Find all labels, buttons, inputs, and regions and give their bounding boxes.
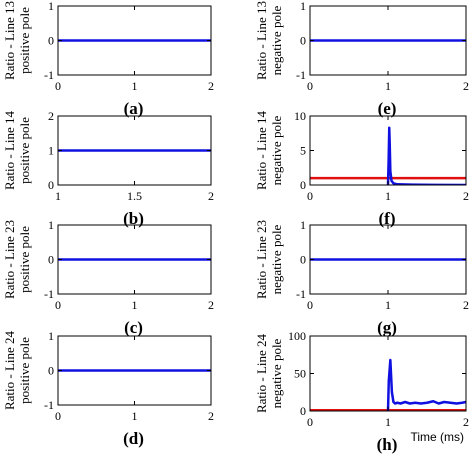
x-tick-label: 0 bbox=[55, 79, 61, 93]
y-axis-label: Ratio - Line 23 bbox=[2, 220, 17, 299]
y-axis-label: Ratio - Line 14 bbox=[2, 110, 17, 190]
y-tick-label: 1 bbox=[48, 144, 54, 158]
y-tick-label: 0 bbox=[48, 253, 54, 267]
panel-label: (b) bbox=[123, 209, 144, 228]
panel-label: (e) bbox=[378, 99, 397, 118]
y-tick-label: 50 bbox=[294, 367, 306, 381]
y-axis-label: Ratio - Line 14 bbox=[254, 110, 269, 190]
y-axis-label: Ratio - Line 13 bbox=[254, 1, 269, 80]
y-tick-label: 0 bbox=[300, 178, 306, 192]
y-axis-label: negative pole bbox=[269, 5, 284, 75]
y-tick-label: 10 bbox=[294, 109, 306, 123]
x-tick-label: 0 bbox=[307, 415, 313, 429]
y-axis-label: Ratio - Line 23 bbox=[254, 220, 269, 299]
x-tick-label: 2 bbox=[463, 415, 469, 429]
x-tick-label: 0 bbox=[307, 79, 313, 93]
y-tick-label: 0 bbox=[300, 253, 306, 267]
y-axis-label: positive pole bbox=[17, 117, 32, 184]
x-tick-label: 1 bbox=[132, 409, 138, 423]
x-tick-label: 2 bbox=[463, 79, 469, 93]
y-tick-label: -1 bbox=[296, 287, 306, 301]
y-tick-label: 0 bbox=[300, 34, 306, 48]
panel-label: (c) bbox=[124, 318, 143, 337]
x-tick-label: 0 bbox=[307, 189, 313, 203]
y-axis-label: positive pole bbox=[17, 226, 32, 293]
y-axis-label: negative pole bbox=[269, 115, 284, 185]
y-axis-label: Ratio - Line 13 bbox=[2, 1, 17, 80]
panel-label: (g) bbox=[377, 318, 397, 337]
y-axis-label: Ratio - Line 24 bbox=[2, 330, 17, 410]
x-tick-label: 1 bbox=[132, 79, 138, 93]
series-line-h-1 bbox=[386, 358, 466, 411]
x-tick-label: 2 bbox=[463, 298, 469, 312]
x-tick-label: 1 bbox=[55, 189, 61, 203]
y-tick-label: -1 bbox=[296, 68, 306, 82]
y-tick-label: 1 bbox=[300, 0, 306, 13]
y-tick-label: 0 bbox=[300, 404, 306, 418]
y-tick-label: 1 bbox=[48, 218, 54, 232]
y-tick-label: 5 bbox=[300, 144, 306, 158]
x-tick-label: 1 bbox=[385, 79, 391, 93]
y-axis-label: negative pole bbox=[269, 338, 284, 408]
series-line-f-1 bbox=[386, 126, 466, 185]
y-axis-label: Ratio - Line 24 bbox=[254, 333, 269, 413]
x-tick-label: 0 bbox=[55, 409, 61, 423]
y-tick-label: 0 bbox=[48, 34, 54, 48]
x-tick-label: 1 bbox=[385, 415, 391, 429]
x-tick-label: 0 bbox=[307, 298, 313, 312]
y-tick-label: -1 bbox=[44, 398, 54, 412]
y-tick-label: -1 bbox=[44, 68, 54, 82]
x-tick-label: 2 bbox=[208, 79, 214, 93]
x-tick-label: 1.5 bbox=[127, 189, 142, 203]
y-tick-label: 0 bbox=[48, 178, 54, 192]
y-tick-label: 2 bbox=[48, 109, 54, 123]
y-tick-label: 100 bbox=[288, 329, 306, 343]
y-axis-label: positive pole bbox=[17, 7, 32, 74]
x-tick-label: 1 bbox=[132, 298, 138, 312]
y-tick-label: 0 bbox=[48, 364, 54, 378]
x-axis-label: Time (ms) bbox=[410, 430, 464, 444]
x-tick-label: 2 bbox=[208, 409, 214, 423]
y-axis-label: positive pole bbox=[17, 337, 32, 404]
panel-label: (a) bbox=[124, 99, 144, 118]
x-tick-label: 2 bbox=[208, 298, 214, 312]
x-tick-label: 1 bbox=[385, 189, 391, 203]
x-tick-label: 1 bbox=[385, 298, 391, 312]
y-tick-label: 1 bbox=[48, 329, 54, 343]
y-tick-label: 1 bbox=[300, 218, 306, 232]
x-tick-label: 2 bbox=[208, 189, 214, 203]
y-tick-label: 1 bbox=[48, 0, 54, 13]
panel-label: (d) bbox=[123, 429, 144, 448]
y-tick-label: -1 bbox=[44, 287, 54, 301]
y-axis-label: negative pole bbox=[269, 224, 284, 294]
x-tick-label: 0 bbox=[55, 298, 61, 312]
panel-f: 0 1 2 0 5 10 Ratio - Line 14 negative pole (f) bbox=[254, 109, 469, 228]
panel-h: 0 1 2 0 50 100 Ratio - Line 24 negative pole Tim… bbox=[254, 329, 469, 454]
x-tick-label: 2 bbox=[463, 189, 469, 203]
panel-label: (h) bbox=[377, 435, 398, 454]
panel-label: (f) bbox=[379, 209, 396, 228]
